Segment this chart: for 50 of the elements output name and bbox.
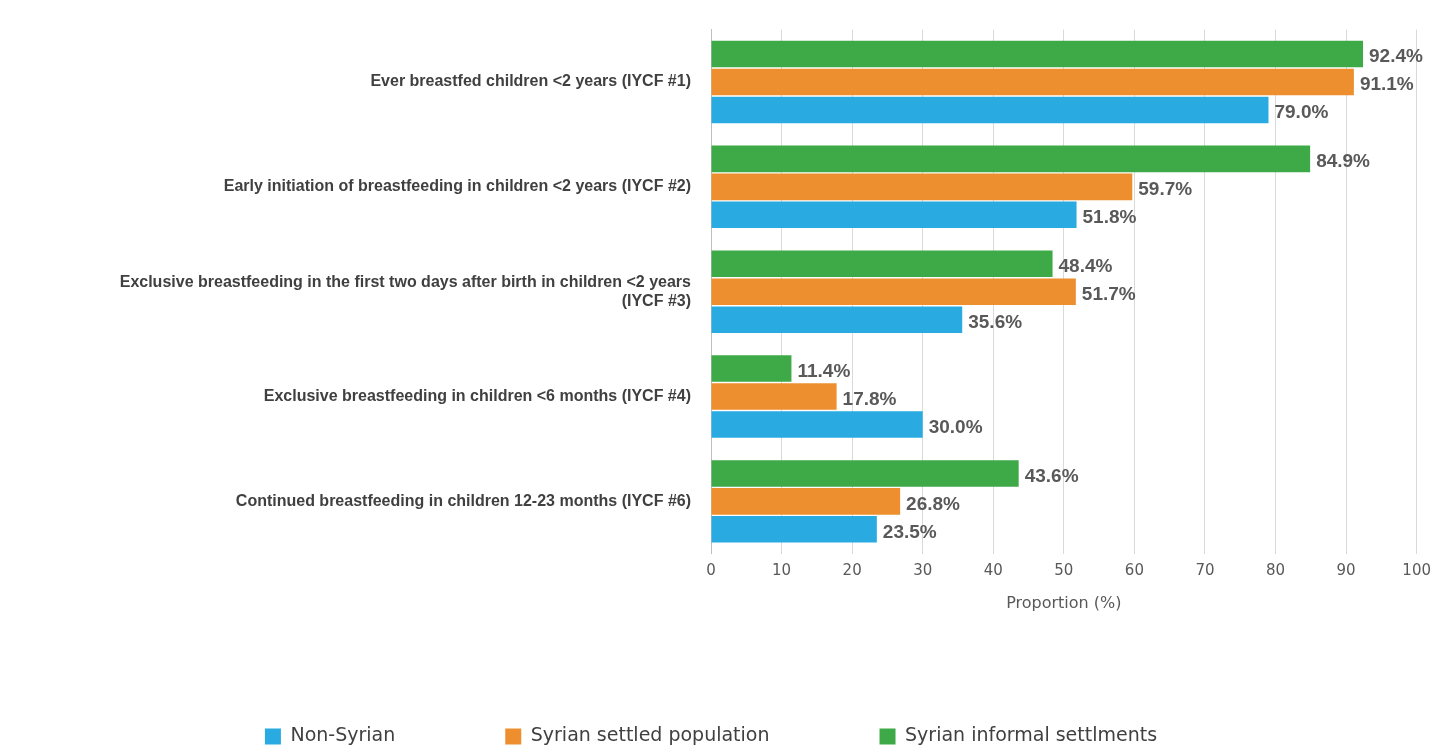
data-label: 23.5% — [882, 520, 937, 542]
data-label: 51.7% — [1081, 282, 1136, 304]
x-tick-label: 50 — [1054, 560, 1074, 579]
data-label: 11.4% — [797, 359, 851, 381]
x-tick-label: 0 — [706, 560, 716, 579]
bar — [711, 96, 1269, 124]
bar — [711, 145, 1311, 173]
data-label: 92.4% — [1369, 45, 1424, 67]
legend-label: Syrian settled population — [530, 723, 770, 746]
x-axis-title: Proportion (%) — [1006, 592, 1122, 612]
x-tick-label: 40 — [983, 560, 1003, 579]
x-tick-label: 20 — [842, 560, 862, 579]
bar — [711, 40, 1364, 68]
bar — [711, 488, 901, 515]
data-label: 43.6% — [1024, 464, 1079, 486]
x-tick-label: 80 — [1266, 560, 1286, 579]
bar — [711, 201, 1077, 229]
bar — [711, 306, 963, 333]
bar — [711, 460, 1019, 487]
bar — [711, 68, 1354, 96]
x-tick-label: 10 — [772, 560, 792, 579]
bar — [711, 355, 792, 382]
x-tick-label: 30 — [913, 560, 933, 579]
data-label: 84.9% — [1316, 150, 1371, 172]
bar — [711, 278, 1076, 305]
y-tick-label: Ever breastfed children <2 years (IYCF #1) — [370, 72, 691, 90]
data-label: 35.6% — [968, 310, 1023, 332]
y-tick-label: Exclusive breastfeeding in the first two days after birth in children <2 years (IYCF #3) — [119, 272, 692, 309]
y-tick-label: Exclusive breastfeeding in children <6 months (IYCF #4) — [263, 386, 691, 404]
data-label: 59.7% — [1138, 178, 1193, 200]
x-tick-label: 100 — [1402, 560, 1432, 579]
data-label: 48.4% — [1058, 254, 1113, 276]
x-tick-label: 90 — [1336, 560, 1356, 579]
bar — [711, 411, 923, 438]
data-label: 30.0% — [928, 415, 983, 437]
data-label: 17.8% — [842, 387, 897, 409]
data-label: 79.0% — [1274, 101, 1329, 123]
data-label: 91.1% — [1359, 73, 1414, 95]
legend-label: Non-Syrian — [290, 723, 396, 746]
y-tick-label: Continued breastfeeding in children 12-23 months (IYCF #6) — [235, 491, 691, 509]
data-label: 26.8% — [906, 492, 961, 514]
legend-label: Syrian informal settlments — [905, 723, 1158, 746]
y-tick-label: Early initiation of breastfeeding in children <2 years (IYCF #2) — [223, 177, 691, 195]
x-tick-label: 60 — [1124, 560, 1144, 579]
bar — [711, 250, 1053, 278]
bar — [711, 516, 877, 543]
x-tick-label: 70 — [1195, 560, 1215, 579]
bar — [711, 383, 837, 410]
data-label: 51.8% — [1082, 206, 1137, 228]
bar — [711, 173, 1133, 201]
